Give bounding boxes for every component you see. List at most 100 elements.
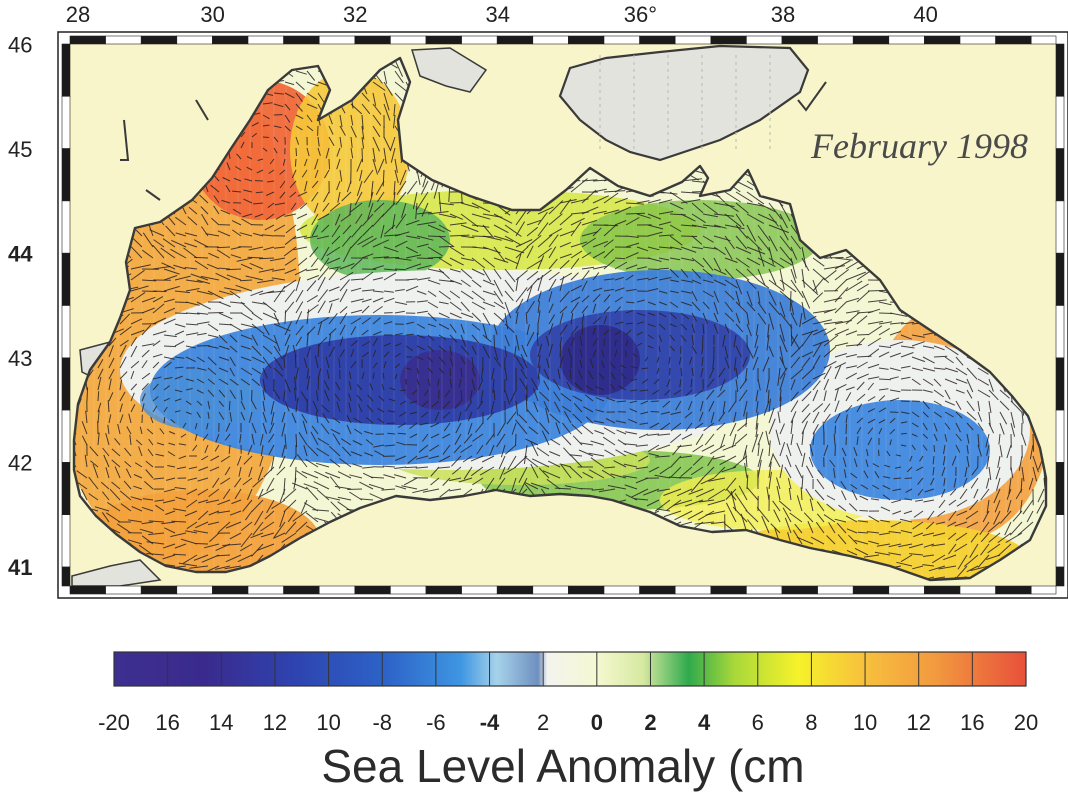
current-vector xyxy=(356,384,363,391)
current-vector xyxy=(294,268,308,276)
current-vector xyxy=(581,237,596,248)
current-vector xyxy=(350,278,364,281)
current-vector xyxy=(519,377,528,391)
frame-check-top xyxy=(746,35,783,45)
current-vector xyxy=(124,461,132,468)
current-vector xyxy=(526,226,539,237)
current-vector xyxy=(801,367,815,380)
current-vector xyxy=(194,433,198,441)
current-vector xyxy=(240,334,253,340)
current-vector xyxy=(867,396,876,402)
current-vector xyxy=(536,447,550,457)
colorbar-dividers xyxy=(167,652,973,686)
current-vector xyxy=(896,561,913,567)
current-vector xyxy=(691,312,698,322)
current-vector xyxy=(146,541,165,545)
current-vector xyxy=(328,303,333,314)
current-vector xyxy=(812,411,820,424)
current-vector xyxy=(924,488,935,493)
current-vector xyxy=(543,400,550,413)
current-vector xyxy=(554,487,572,490)
current-vector xyxy=(295,325,304,336)
current-vector xyxy=(810,536,825,545)
current-vector xyxy=(977,554,990,568)
current-vector xyxy=(988,411,991,427)
current-vector xyxy=(229,411,233,422)
current-vector xyxy=(235,166,242,171)
frame-check-left xyxy=(61,357,71,411)
current-vector xyxy=(306,368,310,380)
current-vector xyxy=(569,368,572,380)
current-vector xyxy=(816,513,825,523)
current-vector xyxy=(823,514,836,523)
current-vector xyxy=(658,246,673,249)
longitude-label: 32 xyxy=(343,2,367,27)
current-vector xyxy=(514,455,528,469)
current-vector xyxy=(328,114,333,125)
current-vector xyxy=(713,213,735,217)
current-vector xyxy=(284,81,295,86)
current-vector xyxy=(779,235,793,252)
current-vector xyxy=(209,532,220,543)
current-vector xyxy=(573,402,583,413)
current-vector xyxy=(801,330,814,347)
current-vector xyxy=(357,235,374,246)
current-vector xyxy=(872,484,880,490)
current-vector xyxy=(361,341,371,347)
current-vector xyxy=(174,275,191,281)
current-vector xyxy=(493,312,505,323)
current-vector xyxy=(938,565,957,570)
current-vector xyxy=(726,488,737,501)
current-vector xyxy=(317,368,322,380)
current-vector xyxy=(282,158,286,166)
current-vector xyxy=(765,378,770,393)
current-vector xyxy=(200,226,209,237)
current-vector xyxy=(480,389,484,403)
current-vector xyxy=(922,554,935,557)
current-vector xyxy=(427,279,441,285)
current-vector xyxy=(161,262,176,270)
current-vector xyxy=(691,257,705,268)
current-vector xyxy=(163,397,171,402)
current-vector xyxy=(480,367,484,380)
current-vector xyxy=(735,180,754,191)
current-vector xyxy=(262,323,270,336)
current-vector xyxy=(301,169,308,178)
current-vector xyxy=(416,310,428,314)
current-vector xyxy=(383,92,390,111)
current-vector xyxy=(416,243,429,248)
frame-check-left xyxy=(61,200,71,254)
current-vector xyxy=(570,284,583,292)
current-vector xyxy=(433,180,440,199)
current-vector xyxy=(372,297,384,303)
current-vector xyxy=(419,422,429,426)
current-vector xyxy=(555,422,561,435)
frame-check-left xyxy=(61,462,71,515)
current-vector xyxy=(225,184,231,193)
current-vector xyxy=(281,411,286,423)
current-vector xyxy=(460,202,480,209)
current-vector xyxy=(737,422,748,432)
current-vector xyxy=(702,279,714,284)
current-vector xyxy=(283,279,297,289)
current-vector xyxy=(383,342,391,347)
current-vector xyxy=(266,499,275,514)
current-vector xyxy=(635,477,649,484)
current-vector xyxy=(449,234,470,237)
current-vector xyxy=(307,444,319,457)
current-vector xyxy=(361,237,377,248)
current-vector xyxy=(603,329,610,336)
current-vector xyxy=(834,353,847,358)
current-vector xyxy=(372,349,377,358)
current-vector xyxy=(197,510,209,521)
current-vector xyxy=(834,425,836,435)
current-vector xyxy=(856,361,868,369)
current-vector xyxy=(583,406,594,413)
current-vector xyxy=(439,488,451,498)
current-vector xyxy=(114,437,121,446)
current-vector xyxy=(845,372,858,380)
current-vector xyxy=(756,400,759,413)
current-vector xyxy=(336,180,341,191)
current-vector xyxy=(790,257,797,279)
current-vector xyxy=(538,467,550,479)
